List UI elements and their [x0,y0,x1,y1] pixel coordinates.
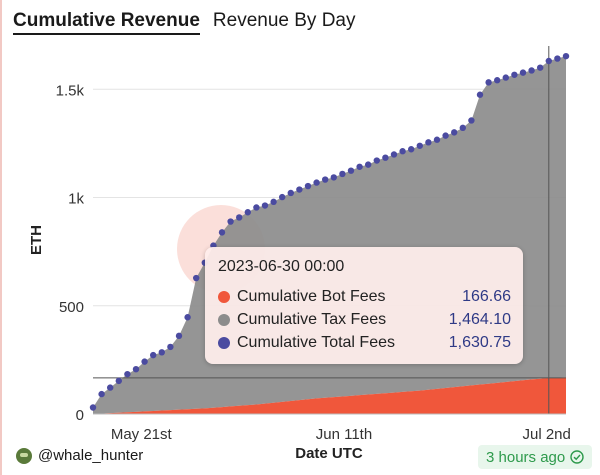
total-fees-point [528,67,535,74]
total-fees-point [365,161,372,168]
total-fees-point [150,351,157,359]
tooltip-row-total: Cumulative Total Fees 1,630.75 [218,331,511,354]
tooltip-label: Cumulative Bot Fees [237,287,386,305]
total-fees-point [554,55,561,62]
tooltip-title: 2023-06-30 00:00 [218,258,345,275]
avatar-icon [16,447,32,464]
total-fees-point [167,343,174,351]
check-circle-icon [570,450,584,464]
total-fees-point [175,332,183,340]
total-fees-point [107,384,114,391]
y-axis-title: ETH [28,225,45,255]
creator-link[interactable]: @whale_hunter [16,447,143,464]
total-fees-point [89,404,97,411]
total-fees-point [459,124,466,132]
total-fees-point [218,229,226,236]
total-fees-dot-icon [218,336,230,349]
tooltip-label: Cumulative Tax Fees [237,310,387,328]
total-fees-point [158,349,165,356]
left-accent-border [0,0,2,475]
total-fees-point [356,163,363,170]
chart-tabs: Cumulative Revenue Revenue By Day [13,10,355,35]
total-fees-point [519,69,527,76]
y-tick-label: 1k [68,191,84,208]
tooltip-value: 1,630.75 [448,333,511,351]
total-fees-point [433,136,441,143]
total-fees-point [322,176,329,183]
tab-cumulative-revenue[interactable]: Cumulative Revenue [13,10,200,35]
total-fees-point [468,117,475,124]
total-fees-point [416,142,423,149]
tooltip-row-bot: Cumulative Bot Fees 166.66 [218,285,511,308]
total-fees-point [296,186,303,193]
hover-tooltip: 2023-06-30 00:00 Cumulative Bot Fees 166… [205,247,523,364]
total-fees-point [408,146,415,153]
tooltip-label: Cumulative Total Fees [237,333,395,351]
total-fees-point [502,74,509,81]
total-fees-point [442,132,449,139]
total-fees-point [261,202,269,209]
x-axis-title: Date UTC [295,445,363,462]
total-fees-point [270,198,277,206]
total-fees-point [476,91,484,98]
bot-fees-dot-icon [218,290,230,303]
x-tick-label: Jun 11th [316,426,372,443]
y-tick-label: 1.5k [56,82,85,99]
total-fees-point [115,377,123,385]
total-fees-point [390,151,398,158]
tooltip-row-tax: Cumulative Tax Fees 1,464.10 [218,308,511,331]
total-fees-point [141,358,148,365]
total-fees-point [425,139,432,146]
total-fees-point [330,174,337,181]
total-fees-point [339,170,346,178]
last-updated-badge: 3 hours ago [478,445,593,469]
total-fees-point [373,157,380,164]
x-tick-label: Jul 2nd [523,426,571,443]
total-fees-point [304,182,312,190]
tab-revenue-by-day[interactable]: Revenue By Day [212,10,356,31]
total-fees-point [244,209,251,216]
bot-fees-area [93,377,566,414]
last-updated-text: 3 hours ago [486,448,566,466]
total-fees-point [485,79,492,86]
total-fees-point [537,64,544,71]
total-fees-point [511,71,518,78]
tax-fees-dot-icon [218,313,230,326]
y-tick-label: 0 [76,407,84,424]
total-fees-point [227,218,234,225]
y-tick-label: 500 [59,299,84,316]
total-fees-point [124,370,131,378]
total-fees-point [279,193,286,201]
total-fees-point [253,204,260,211]
total-fees-point [382,154,389,161]
total-fees-point [399,148,406,155]
total-fees-point [451,129,458,136]
creator-username: @whale_hunter [38,447,144,464]
tooltip-value: 166.66 [462,287,511,305]
total-fees-point [184,314,191,321]
tooltip-value: 1,464.10 [448,310,511,328]
x-tick-label: May 21st [111,426,173,443]
total-fees-point [287,189,294,197]
total-fees-point [545,57,552,65]
total-fees-point [98,390,105,398]
total-fees-point [193,274,200,282]
total-fees-point [347,167,355,174]
total-fees-point [562,52,570,60]
total-fees-point [313,179,320,186]
total-fees-point [236,214,243,221]
total-fees-point [132,365,140,373]
total-fees-point [494,77,501,84]
